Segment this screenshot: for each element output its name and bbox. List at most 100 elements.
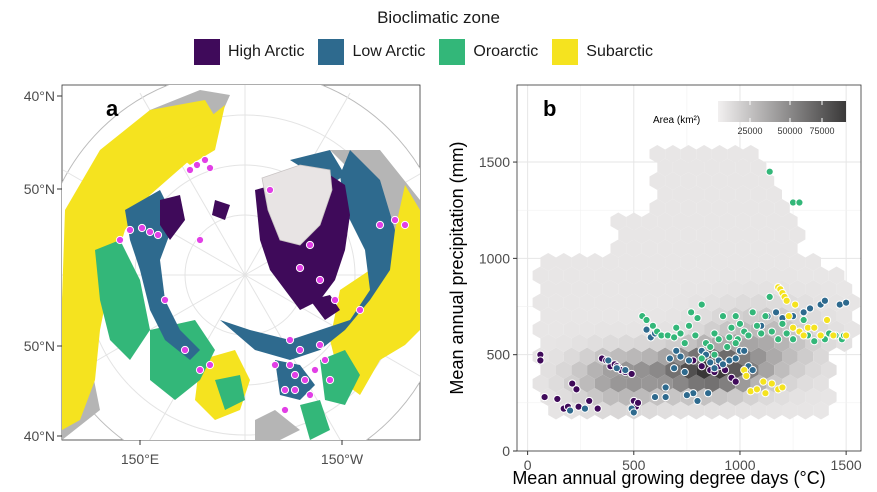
legend-item: Low Arctic bbox=[318, 39, 425, 65]
site-point bbox=[305, 240, 315, 250]
hex-cell bbox=[704, 266, 720, 285]
hex-cell bbox=[610, 266, 627, 285]
hex-cell bbox=[649, 280, 666, 298]
legend-item: High Arctic bbox=[194, 39, 304, 65]
hex-cell bbox=[649, 226, 666, 244]
hex-cell bbox=[657, 293, 673, 312]
hex-cell bbox=[618, 334, 634, 352]
site-point bbox=[115, 235, 125, 245]
site-point bbox=[295, 263, 305, 273]
hex-cell bbox=[602, 388, 619, 406]
site-point bbox=[330, 295, 340, 305]
legend-items: High Arctic Low Arctic Oroarctic Subarctic bbox=[194, 38, 667, 66]
hex-cell bbox=[540, 334, 556, 352]
site-point bbox=[265, 185, 275, 195]
hex-cell bbox=[594, 374, 611, 393]
plot-border bbox=[516, 84, 862, 452]
hex-cell bbox=[774, 199, 790, 217]
site-point bbox=[290, 370, 300, 380]
data-point bbox=[784, 312, 793, 321]
site-point bbox=[375, 220, 385, 230]
hex-cell bbox=[548, 320, 564, 339]
x-tick-label: 1000 bbox=[724, 457, 755, 473]
site-point bbox=[270, 360, 280, 370]
data-point bbox=[648, 321, 658, 330]
data-point bbox=[731, 312, 740, 321]
hex-cell bbox=[789, 361, 806, 379]
hex-cell bbox=[633, 226, 650, 244]
zone-subarctic bbox=[160, 105, 225, 165]
site-point bbox=[160, 295, 170, 305]
legend-label: High Arctic bbox=[228, 43, 305, 60]
data-point bbox=[568, 379, 577, 388]
hex-cell bbox=[649, 172, 666, 190]
hex-cell bbox=[532, 320, 549, 339]
hex-cell bbox=[743, 145, 759, 163]
hex-cell bbox=[587, 280, 603, 298]
hex-cell bbox=[672, 401, 689, 420]
hex-cell bbox=[813, 374, 829, 393]
hex-cell bbox=[782, 266, 798, 285]
data-point bbox=[670, 364, 679, 373]
map-body bbox=[62, 85, 420, 440]
data-point bbox=[723, 342, 732, 352]
data-point bbox=[725, 333, 734, 342]
hex-cell bbox=[587, 253, 603, 271]
hex-cell bbox=[665, 226, 681, 244]
hex-cell bbox=[626, 347, 642, 366]
site-point bbox=[195, 365, 205, 375]
lon-label: 150°E bbox=[121, 451, 159, 467]
hex-cell bbox=[813, 347, 829, 366]
hex-cell bbox=[727, 172, 743, 190]
data-point bbox=[735, 319, 745, 328]
data-point bbox=[670, 333, 679, 342]
hex-cell bbox=[719, 212, 736, 231]
data-point bbox=[680, 339, 689, 348]
hex-cell bbox=[805, 280, 821, 298]
legend-label: Low Arctic bbox=[352, 43, 426, 60]
data-point bbox=[697, 300, 706, 309]
hex-cell bbox=[540, 280, 556, 298]
hex-cell bbox=[579, 320, 595, 339]
data-point bbox=[765, 167, 774, 176]
hex-cell bbox=[657, 212, 673, 231]
hex-cell bbox=[657, 239, 673, 258]
hex-cell bbox=[774, 226, 790, 244]
hex-cell bbox=[579, 266, 595, 285]
data-point bbox=[731, 354, 740, 363]
hex-cell bbox=[641, 293, 658, 312]
hex-cell bbox=[641, 212, 658, 231]
hex-cell bbox=[758, 226, 775, 244]
hex-cell bbox=[626, 293, 642, 312]
legend-swatch bbox=[552, 39, 579, 65]
hex-cell bbox=[563, 320, 580, 339]
hex-cell bbox=[594, 320, 611, 339]
hex-cell bbox=[766, 401, 782, 420]
legend-swatch bbox=[439, 39, 466, 65]
hex-cell bbox=[797, 401, 814, 420]
data-point bbox=[791, 300, 800, 309]
hex-cell bbox=[774, 253, 790, 271]
hex-cell bbox=[618, 226, 634, 244]
site-point bbox=[285, 360, 295, 370]
hex-cell bbox=[649, 307, 666, 325]
hex-cell bbox=[680, 226, 697, 244]
hex-cell bbox=[532, 293, 549, 312]
hex-cell bbox=[711, 388, 728, 406]
hex-cell bbox=[618, 253, 634, 271]
hex-cell bbox=[735, 266, 751, 285]
zone-lowarctic bbox=[220, 150, 395, 360]
hex-cell bbox=[805, 388, 821, 406]
data-point bbox=[799, 331, 808, 340]
data-point bbox=[816, 331, 825, 340]
hex-cell bbox=[610, 320, 627, 339]
zone-higharctic bbox=[212, 200, 230, 220]
hex-cell bbox=[828, 266, 845, 285]
data-point bbox=[676, 352, 685, 361]
hex-cell bbox=[727, 280, 743, 298]
data-point bbox=[650, 392, 660, 402]
site-point bbox=[315, 275, 325, 285]
hex-cell bbox=[641, 374, 658, 393]
hex-cell bbox=[750, 158, 767, 177]
